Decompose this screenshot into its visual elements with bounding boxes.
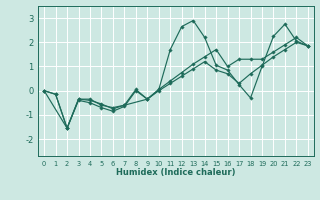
X-axis label: Humidex (Indice chaleur): Humidex (Indice chaleur) [116, 168, 236, 177]
